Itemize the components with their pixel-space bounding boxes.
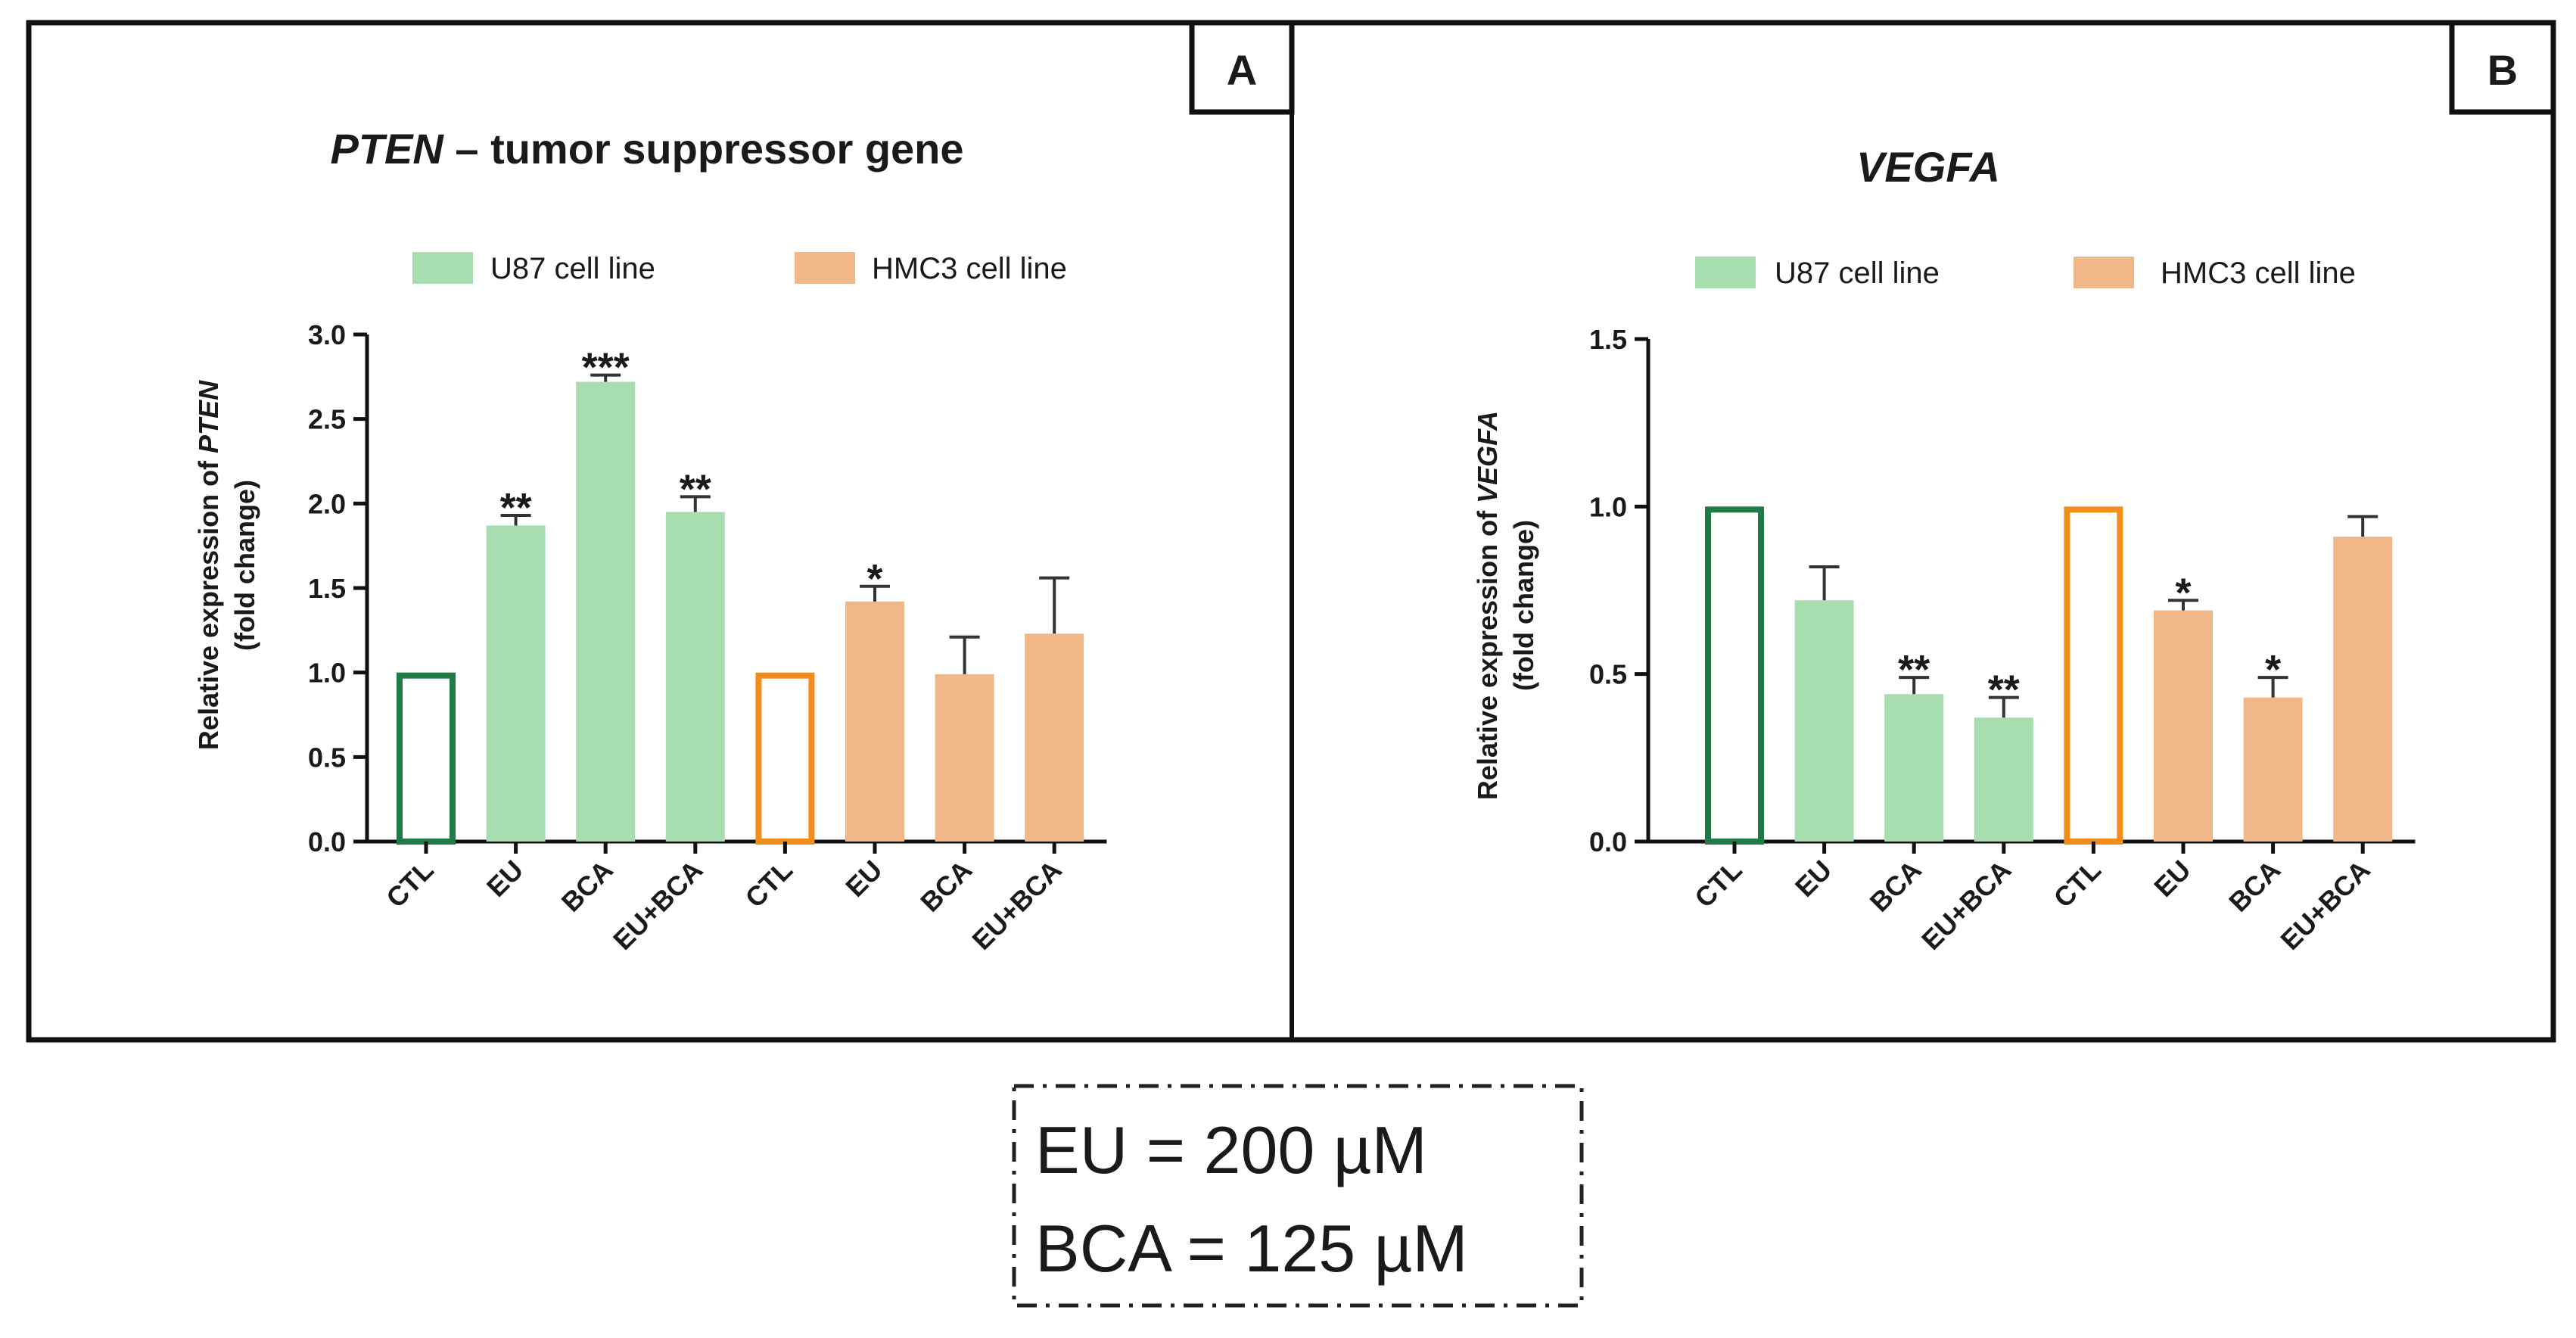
bar-bca-hmc3	[935, 674, 994, 842]
bar-bca-u87	[576, 381, 636, 842]
bar-eu-hmc3	[845, 601, 904, 842]
significance-label: *	[2265, 647, 2281, 692]
bar-eu-bca-u87	[665, 512, 725, 842]
note-line-eu: EU = 200 µM	[1035, 1112, 1427, 1187]
category-label: EU	[839, 854, 888, 903]
category-label: EU	[2148, 854, 2196, 903]
panel-b-ylabel-line1: Relative expression of VEGFA	[1472, 411, 1503, 800]
category-label: BCA	[914, 854, 978, 918]
bar-bca-u87	[1884, 694, 1944, 842]
legend-swatch-u87	[412, 252, 473, 284]
panel-a-ylabel-line1: Relative expression of PTEN	[193, 380, 224, 750]
bar-eu-hmc3	[2154, 610, 2213, 842]
panel-a-title: PTEN – tumor suppressor gene	[330, 125, 963, 173]
bar-eu-bca-hmc3	[1025, 633, 1084, 842]
note-box	[1012, 1084, 1584, 1308]
category-label: EU+BCA	[2274, 854, 2375, 956]
legend-swatch-u87	[1695, 257, 1756, 288]
y-tick-label: 1.5	[308, 573, 346, 604]
y-tick-label: 0.0	[1589, 826, 1627, 857]
panel-a-letter: A	[1227, 46, 1257, 94]
note-line-bca: BCA = 125 µM	[1035, 1211, 1468, 1286]
panel-a-ylabel: Relative expression of PTEN (fold change…	[193, 380, 260, 750]
y-tick-label: 2.5	[308, 404, 346, 435]
significance-label: **	[500, 485, 532, 531]
legend-label-hmc3: HMC3 cell line	[872, 252, 1067, 285]
bar-ctl-u87	[1705, 506, 1764, 845]
significance-label: **	[680, 466, 711, 512]
significance-label: **	[1988, 667, 2020, 713]
legend-swatch-hmc3	[2074, 257, 2134, 288]
category-label: BCA	[1864, 854, 1927, 918]
panel-b-label: B	[2449, 20, 2556, 115]
panel-b-legend: U87 cell line HMC3 cell line	[1695, 257, 2356, 290]
bar-eu-u87	[1794, 600, 1854, 842]
legend-label-hmc3: HMC3 cell line	[2161, 257, 2356, 290]
category-label: BCA	[555, 854, 619, 918]
category-label: CTL	[739, 854, 798, 913]
y-tick-label: 3.0	[308, 319, 346, 350]
significance-label: *	[866, 556, 882, 602]
legend-swatch-hmc3	[795, 252, 855, 284]
panel-b-title-gene: VEGFA	[1856, 143, 2000, 191]
panel-b-ylabel: Relative expression of VEGFA (fold chang…	[1472, 411, 1539, 800]
bar-ctl-u87	[397, 672, 456, 845]
category-label: CTL	[2048, 854, 2107, 913]
panel-b-label-box	[2449, 20, 2556, 115]
category-label: EU+BCA	[1915, 854, 2017, 956]
category-label: EU+BCA	[607, 854, 708, 956]
panel-a-label-box	[1189, 20, 1295, 115]
panel-a-legend: U87 cell line HMC3 cell line	[412, 252, 1067, 285]
bar-eu-bca-u87	[1974, 717, 2033, 842]
bar-eu-bca-hmc3	[2333, 537, 2393, 842]
y-tick-label: 0.5	[308, 742, 346, 773]
category-label: CTL	[380, 854, 439, 913]
panel-a-title-rest: – tumor suppressor gene	[443, 125, 964, 173]
significance-label: ***	[582, 345, 630, 391]
category-label: EU	[481, 854, 529, 903]
legend-label-u87: U87 cell line	[490, 252, 655, 285]
y-tick-label: 0.0	[308, 826, 346, 857]
y-tick-label: 1.0	[308, 658, 346, 689]
y-tick-label: 1.0	[1589, 491, 1627, 522]
bar-bca-hmc3	[2243, 697, 2303, 842]
y-tick-label: 1.5	[1589, 324, 1627, 355]
bar-ctl-hmc3	[2064, 506, 2123, 845]
panel-a-title-gene: PTEN	[330, 125, 444, 173]
category-label: EU+BCA	[966, 854, 1067, 956]
significance-label: *	[2175, 570, 2191, 615]
panel-a-plot: 0.0 0.5 1.0 1.5 2.0 2.5 3.0 CTL ** EU *** BCA ** EU+B…	[308, 319, 1107, 956]
significance-label: **	[1898, 647, 1930, 692]
bar-eu-u87	[486, 525, 546, 842]
y-tick-label: 2.0	[308, 488, 346, 519]
legend-label-u87: U87 cell line	[1775, 257, 1940, 290]
y-tick-label: 0.5	[1589, 659, 1627, 690]
panel-b-title: VEGFA	[1856, 143, 2000, 191]
bar-ctl-hmc3	[755, 672, 815, 845]
category-label: EU	[1789, 854, 1837, 903]
category-label: BCA	[2223, 854, 2286, 918]
panel-b-plot: 0.0 0.5 1.0 1.5 CTL EU ** BCA ** EU+BCA CTL * EU * BCA…	[1589, 324, 2416, 956]
panel-a-label: A	[1189, 20, 1295, 115]
category-label: CTL	[1688, 854, 1747, 913]
panel-b-ylabel-line2: (fold change)	[1508, 520, 1539, 691]
panel-b-letter: B	[2487, 46, 2518, 94]
panel-a-ylabel-line2: (fold change)	[229, 480, 260, 651]
